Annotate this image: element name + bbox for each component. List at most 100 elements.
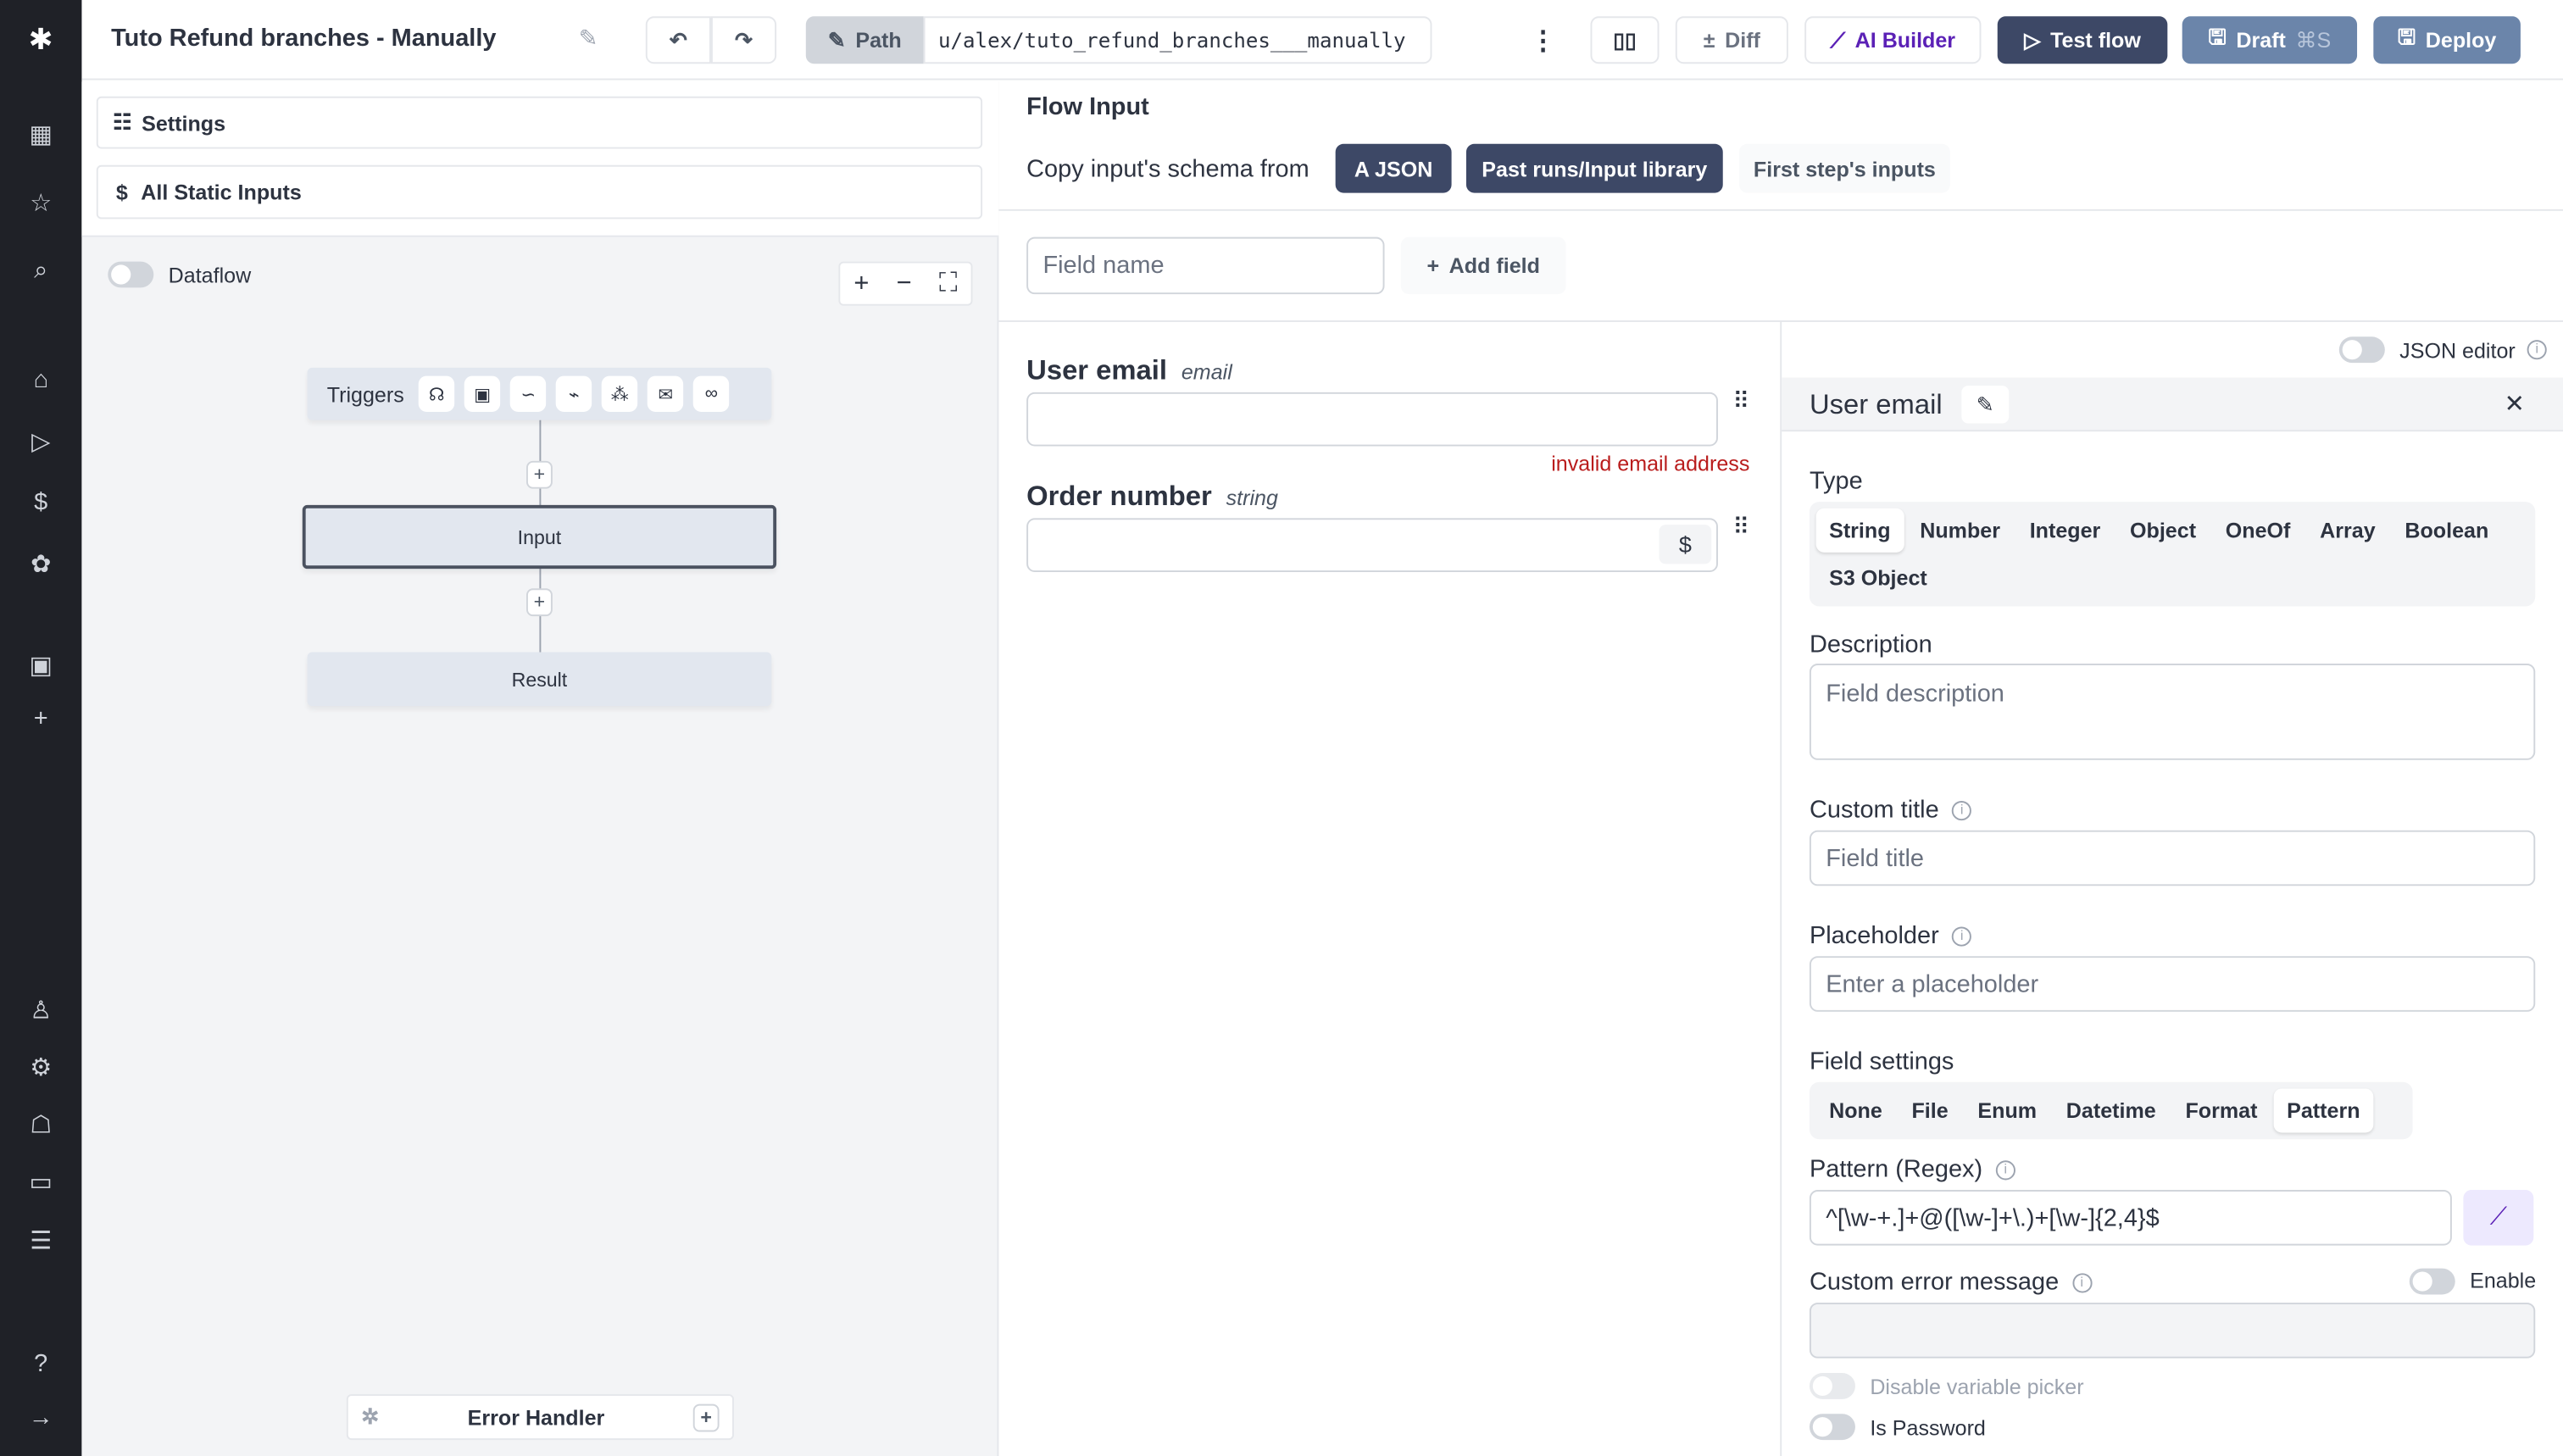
- triggers-node[interactable]: Triggers ☊ ▣ ∽ ⌁ ⁂ ✉ ∞: [307, 367, 772, 420]
- fullscreen-icon[interactable]: ⛶: [938, 269, 958, 297]
- help-icon[interactable]: ?: [34, 1350, 48, 1378]
- result-node[interactable]: Result: [307, 652, 772, 707]
- placeholder-textarea[interactable]: Enter a placeholder: [1809, 956, 2536, 1012]
- edit-title-pencil-icon[interactable]: ✎: [578, 24, 598, 51]
- undo-button[interactable]: ↶: [645, 16, 711, 64]
- a-json-button[interactable]: A JSON: [1335, 143, 1452, 193]
- plug-icon[interactable]: ⌁: [556, 375, 592, 413]
- json-editor-toggle[interactable]: [2338, 336, 2385, 364]
- search-icon[interactable]: ⌕: [34, 256, 48, 285]
- expand-arrow-icon[interactable]: →: [28, 1403, 53, 1432]
- settings-button[interactable]: ☷ Settings: [96, 96, 983, 149]
- kafka-icon[interactable]: ⁂: [602, 375, 638, 413]
- windmill-logo-icon[interactable]: ✱: [28, 23, 53, 56]
- add-field-button[interactable]: + Add field: [1400, 236, 1566, 295]
- drag-handle-icon[interactable]: ⠿: [1732, 513, 1750, 540]
- input-node[interactable]: Input: [302, 504, 777, 570]
- custom-title-input[interactable]: Field title: [1809, 830, 2536, 886]
- binoculars-icon[interactable]: ∞: [693, 375, 730, 413]
- plus-icon[interactable]: +: [33, 704, 48, 733]
- static-inputs-button[interactable]: $ All Static Inputs: [96, 164, 983, 220]
- zoom-out-icon[interactable]: −: [896, 269, 912, 297]
- flow-title[interactable]: Tuto Refund branches - Manually: [111, 24, 497, 53]
- calendar-icon[interactable]: ▣: [464, 375, 501, 413]
- is-password-toggle[interactable]: [1809, 1414, 1855, 1441]
- description-textarea[interactable]: Field description: [1809, 664, 2536, 760]
- close-icon[interactable]: ✕: [2504, 390, 2525, 419]
- bot-icon[interactable]: ☖: [30, 1111, 53, 1140]
- ai-builder-button[interactable]: ⟋ AI Builder: [1804, 16, 1982, 64]
- calendar-icon[interactable]: ▣: [29, 652, 53, 681]
- field-setting-option[interactable]: Enum: [1977, 1098, 2038, 1123]
- play-icon[interactable]: ▷: [31, 428, 51, 457]
- past-runs-button[interactable]: Past runs/Input library: [1465, 143, 1723, 193]
- star-icon[interactable]: ☆: [30, 189, 53, 218]
- test-flow-button[interactable]: ▷ Test flow: [1997, 16, 2168, 64]
- first-step-inputs-button[interactable]: First step's inputs: [1739, 143, 1950, 193]
- path-input[interactable]: u/alex/tuto_refund_branches___manually: [923, 16, 1432, 64]
- field-setting-option[interactable]: None: [1829, 1098, 1882, 1123]
- field-setting-option[interactable]: Format: [2185, 1098, 2258, 1123]
- folder-icon[interactable]: ▭: [29, 1168, 53, 1197]
- type-option[interactable]: OneOf: [2225, 518, 2291, 543]
- deploy-button[interactable]: 🖫 Deploy: [2373, 16, 2521, 64]
- type-option[interactable]: Array: [2320, 518, 2376, 543]
- user-icon[interactable]: ♙: [30, 997, 53, 1025]
- webhook-icon[interactable]: ☊: [419, 375, 455, 413]
- info-icon: i: [2527, 340, 2547, 360]
- drag-handle-icon[interactable]: ⠿: [1732, 387, 1750, 414]
- boxes-icon[interactable]: ✿: [31, 550, 52, 579]
- edit-name-pencil-icon[interactable]: ✎: [1961, 386, 2010, 424]
- home-icon[interactable]: ⌂: [33, 366, 48, 394]
- error-handler-node[interactable]: ✲ Error Handler +: [346, 1394, 734, 1441]
- copy-schema-label: Copy input's schema from: [1026, 155, 1309, 184]
- zoom-controls: + − ⛶: [838, 261, 973, 306]
- validation-error: invalid email address: [1551, 451, 1750, 476]
- placeholder-label: Placeholder i: [1810, 922, 1972, 950]
- dataflow-toggle[interactable]: [108, 261, 154, 288]
- building-icon[interactable]: ▦: [29, 120, 53, 149]
- type-option[interactable]: Integer: [2029, 518, 2101, 543]
- order-number-input[interactable]: [1026, 518, 1718, 573]
- docs-book-button[interactable]: ▯▯: [1590, 16, 1660, 64]
- dollar-icon: $: [115, 180, 128, 205]
- field-setting-option[interactable]: Datetime: [2065, 1098, 2156, 1123]
- type-option[interactable]: String: [1815, 508, 1904, 553]
- draft-button[interactable]: 🖫 Draft ⌘S: [2182, 16, 2358, 64]
- list-icon[interactable]: ☰: [30, 1227, 53, 1256]
- diff-button[interactable]: ± Diff: [1675, 16, 1788, 64]
- dollar-icon[interactable]: $: [34, 488, 48, 517]
- type-option[interactable]: Number: [1920, 518, 2001, 543]
- custom-error-enable-toggle[interactable]: [2409, 1268, 2455, 1295]
- redo-button[interactable]: ↷: [710, 16, 777, 64]
- ai-regex-wand-button[interactable]: ⟋: [2463, 1190, 2534, 1246]
- flow-input-title: Flow Input: [1026, 92, 1149, 121]
- plus-icon: +: [1426, 253, 1440, 278]
- disable-variable-picker-toggle[interactable]: [1809, 1373, 1855, 1399]
- user-email-input[interactable]: [1026, 392, 1718, 447]
- add-error-handler-icon[interactable]: +: [692, 1403, 720, 1431]
- disable-variable-picker-label: Disable variable picker: [1870, 1374, 2084, 1399]
- variable-picker-dollar-icon[interactable]: $: [1659, 525, 1712, 564]
- type-option[interactable]: Boolean: [2405, 518, 2489, 543]
- pattern-label: Pattern (Regex) i: [1810, 1156, 2015, 1183]
- path-button[interactable]: ✎ Path: [805, 16, 924, 64]
- field-name-input[interactable]: Field name: [1026, 236, 1385, 295]
- save-icon: 🖫: [2397, 23, 2416, 48]
- type-option[interactable]: S3 Object: [1829, 565, 1927, 591]
- field-setting-option[interactable]: File: [1911, 1098, 1949, 1123]
- route-icon[interactable]: ∽: [510, 375, 547, 413]
- field-label: Order number string: [1026, 481, 1278, 512]
- type-option[interactable]: Object: [2130, 518, 2197, 543]
- mail-icon[interactable]: ✉: [648, 375, 684, 413]
- add-step-plus-icon[interactable]: +: [526, 588, 553, 617]
- flow-canvas: [81, 81, 999, 1456]
- more-vertical-icon[interactable]: ⋮: [1530, 26, 1557, 55]
- custom-title-label: Custom title i: [1810, 796, 1972, 824]
- field-setting-option[interactable]: Pattern: [2273, 1088, 2373, 1133]
- custom-error-input[interactable]: [1809, 1303, 2536, 1359]
- pattern-input[interactable]: ^[\w-+.]+@([\w-]+\.)+[\w-]{2,4}$: [1809, 1190, 2452, 1246]
- zoom-in-icon[interactable]: +: [853, 269, 870, 297]
- gear-icon[interactable]: ⚙: [30, 1053, 53, 1082]
- add-step-plus-icon[interactable]: +: [526, 460, 553, 489]
